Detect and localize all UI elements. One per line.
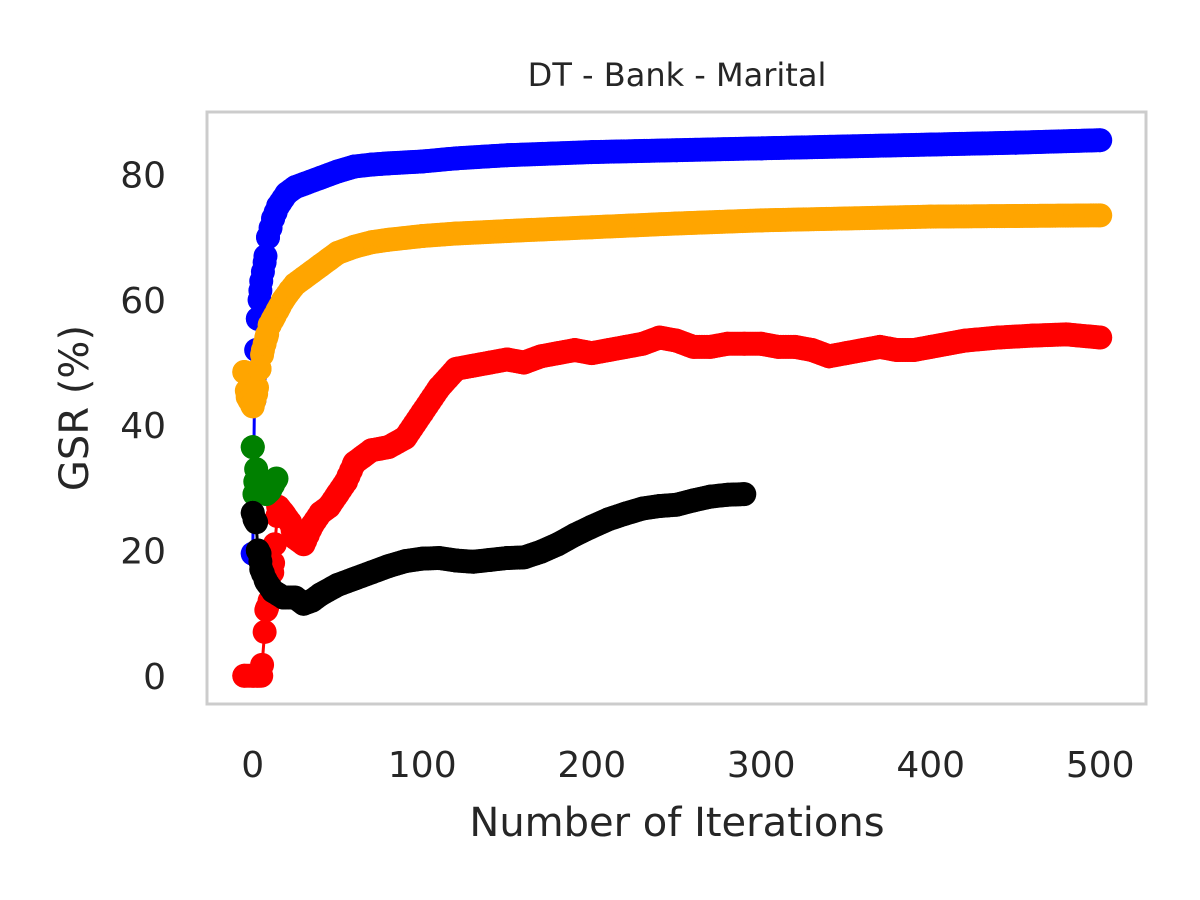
series-4: [240, 482, 757, 616]
x-tick-label: 100: [388, 745, 457, 786]
x-tick-labels: 0 100 200 300 400 500: [241, 745, 1134, 786]
y-tick-label: 40: [120, 406, 166, 447]
y-tick-label: 60: [120, 281, 166, 322]
chart-title: DT - Bank - Marital: [528, 56, 827, 94]
series-marker: [253, 244, 278, 269]
data-layer: [232, 128, 1113, 688]
y-tick-labels: 0 20 40 60 80: [120, 156, 166, 698]
x-axis-label: Number of Iterations: [469, 800, 884, 846]
x-tick-label: 400: [896, 745, 965, 786]
series-2: [232, 322, 1113, 688]
x-tick-label: 300: [727, 745, 796, 786]
series-marker: [250, 652, 275, 677]
series-marker: [245, 375, 270, 400]
series-3: [240, 435, 289, 507]
series-marker: [1087, 128, 1112, 153]
series-marker: [263, 468, 288, 493]
y-tick-label: 80: [120, 156, 166, 197]
series-marker: [248, 278, 273, 303]
series-marker: [243, 508, 268, 533]
x-tick-label: 200: [557, 745, 626, 786]
series-marker: [1086, 325, 1111, 350]
y-tick-label: 20: [120, 532, 166, 573]
plot-frame: [205, 110, 1148, 706]
x-tick-label: 0: [241, 745, 264, 786]
series-marker: [1086, 203, 1111, 228]
x-tick-label: 500: [1066, 745, 1135, 786]
series-marker: [731, 482, 756, 507]
y-tick-label: 0: [143, 657, 166, 698]
series-1: [232, 203, 1113, 419]
y-axis-label: GSR (%): [52, 325, 98, 491]
series-0: [240, 128, 1113, 566]
series-marker: [240, 435, 265, 460]
series-marker: [252, 619, 277, 644]
